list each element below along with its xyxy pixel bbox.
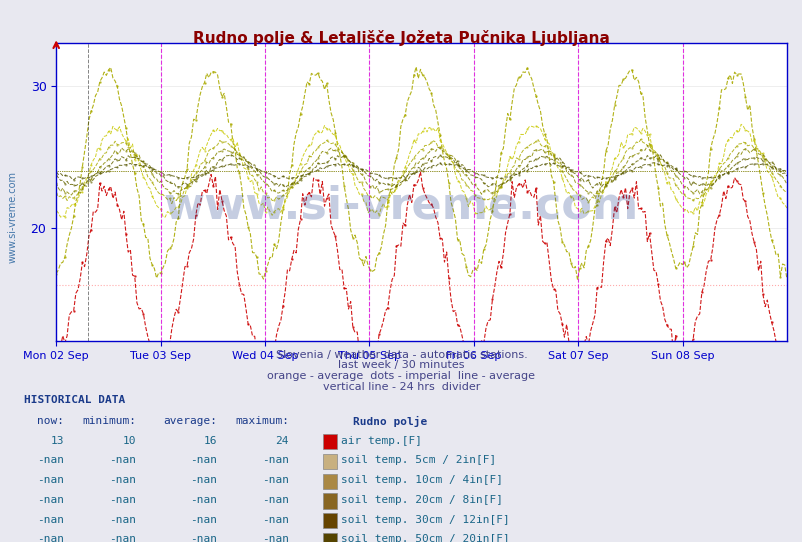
Text: average:: average:	[163, 416, 217, 426]
Text: -nan: -nan	[189, 475, 217, 485]
Text: last week / 30 minutes: last week / 30 minutes	[338, 360, 464, 370]
Text: Rudno polje & Letališče Jožeta Pučnika Ljubljana: Rudno polje & Letališče Jožeta Pučnika L…	[192, 30, 610, 46]
Text: soil temp. 50cm / 20in[F]: soil temp. 50cm / 20in[F]	[341, 534, 509, 542]
Text: -nan: -nan	[109, 515, 136, 525]
Text: -nan: -nan	[37, 495, 64, 505]
Text: orange - average  dots - imperial  line - average: orange - average dots - imperial line - …	[267, 371, 535, 381]
Text: soil temp. 10cm / 4in[F]: soil temp. 10cm / 4in[F]	[341, 475, 503, 485]
Text: -nan: -nan	[189, 515, 217, 525]
Text: -nan: -nan	[37, 455, 64, 466]
Text: soil temp. 20cm / 8in[F]: soil temp. 20cm / 8in[F]	[341, 495, 503, 505]
Text: -nan: -nan	[261, 475, 289, 485]
FancyBboxPatch shape	[322, 454, 337, 469]
Text: -nan: -nan	[261, 495, 289, 505]
Text: soil temp. 30cm / 12in[F]: soil temp. 30cm / 12in[F]	[341, 515, 509, 525]
Text: -nan: -nan	[261, 515, 289, 525]
Text: -nan: -nan	[189, 534, 217, 542]
Text: -nan: -nan	[261, 534, 289, 542]
Text: 24: 24	[275, 436, 289, 446]
Text: -nan: -nan	[189, 495, 217, 505]
Text: -nan: -nan	[109, 534, 136, 542]
Text: -nan: -nan	[261, 455, 289, 466]
Text: 13: 13	[51, 436, 64, 446]
Text: -nan: -nan	[37, 534, 64, 542]
Text: minimum:: minimum:	[83, 416, 136, 426]
Text: -nan: -nan	[109, 495, 136, 505]
Text: -nan: -nan	[37, 515, 64, 525]
Text: -nan: -nan	[109, 475, 136, 485]
Text: maximum:: maximum:	[235, 416, 289, 426]
Text: air temp.[F]: air temp.[F]	[341, 436, 422, 446]
Text: www.si-vreme.com: www.si-vreme.com	[164, 184, 638, 228]
Text: -nan: -nan	[109, 455, 136, 466]
FancyBboxPatch shape	[322, 493, 337, 508]
Text: 16: 16	[203, 436, 217, 446]
Text: HISTORICAL DATA: HISTORICAL DATA	[24, 395, 125, 405]
Text: -nan: -nan	[189, 455, 217, 466]
Text: vertical line - 24 hrs  divider: vertical line - 24 hrs divider	[322, 382, 480, 392]
FancyBboxPatch shape	[322, 533, 337, 542]
FancyBboxPatch shape	[322, 474, 337, 489]
FancyBboxPatch shape	[322, 434, 337, 449]
FancyBboxPatch shape	[322, 513, 337, 528]
Text: soil temp. 5cm / 2in[F]: soil temp. 5cm / 2in[F]	[341, 455, 496, 466]
Text: Slovenia / weather data - automatic stations.: Slovenia / weather data - automatic stat…	[275, 350, 527, 359]
Text: -nan: -nan	[37, 475, 64, 485]
Text: now:: now:	[37, 416, 64, 426]
Text: 10: 10	[123, 436, 136, 446]
Text: Rudno polje: Rudno polje	[353, 416, 427, 427]
Text: www.si-vreme.com: www.si-vreme.com	[8, 171, 18, 263]
